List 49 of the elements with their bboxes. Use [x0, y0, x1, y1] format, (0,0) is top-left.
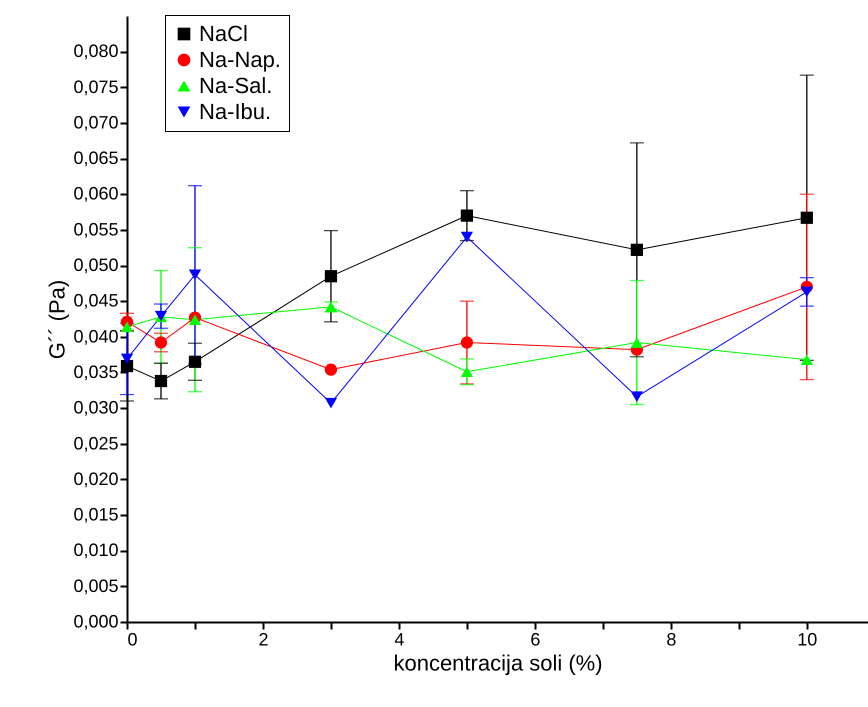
y-axis-title: G´´ (Pa) — [44, 280, 70, 360]
x-tick-label: 2 — [258, 630, 268, 650]
point — [324, 398, 338, 408]
legend-label: Na-Sal. — [199, 73, 272, 98]
point — [460, 336, 474, 349]
y-tick-label: 0,080 — [73, 41, 118, 62]
x-axis-title: koncentracija soli (%) — [393, 650, 603, 676]
point — [460, 232, 474, 242]
y-tick-label: 0,035 — [73, 362, 118, 382]
y-tick-label: 0,020 — [73, 468, 118, 489]
point — [630, 244, 643, 256]
y-tick-label: 0,025 — [73, 433, 118, 454]
point — [154, 374, 168, 388]
point — [460, 210, 474, 222]
point — [120, 322, 134, 332]
x-tick-label: 4 — [394, 630, 404, 650]
point — [630, 391, 643, 402]
point — [460, 366, 474, 378]
y-tick-label: 0,030 — [73, 398, 118, 418]
y-tick-label: 0,060 — [73, 184, 118, 204]
point — [120, 354, 134, 364]
x-tick-label: 8 — [666, 630, 676, 650]
point — [154, 336, 168, 349]
y-tick-label: 0,000 — [73, 612, 118, 632]
point — [800, 212, 813, 224]
y-tick-label: 0,040 — [73, 326, 118, 346]
legend-label: Na-Ibu. — [199, 99, 272, 124]
y-tick-label: 0,050 — [73, 255, 118, 276]
x-tick-label: 6 — [530, 630, 540, 650]
x-tick-label: 10 — [797, 630, 818, 650]
point — [324, 364, 338, 376]
legend-label: NaCl — [199, 21, 248, 46]
point — [188, 356, 202, 368]
y-tick-label: 0,070 — [73, 112, 118, 132]
point — [800, 286, 813, 298]
y-tick-label: 0,015 — [73, 504, 118, 525]
y-tick-label: 0,055 — [73, 219, 118, 240]
y-tick-label: 0,045 — [73, 290, 118, 311]
point — [324, 270, 338, 282]
point — [630, 337, 643, 348]
y-tick-label: 0,075 — [73, 76, 118, 97]
point — [188, 314, 202, 326]
y-tick-label: 0,005 — [73, 576, 118, 596]
point — [188, 269, 202, 280]
legend-label: Na-Nap. — [199, 47, 281, 72]
y-tick-label: 0,065 — [73, 148, 118, 168]
x-tick-label: 0 — [128, 630, 138, 650]
point — [800, 354, 813, 365]
y-tick-label: 0,010 — [73, 540, 118, 560]
